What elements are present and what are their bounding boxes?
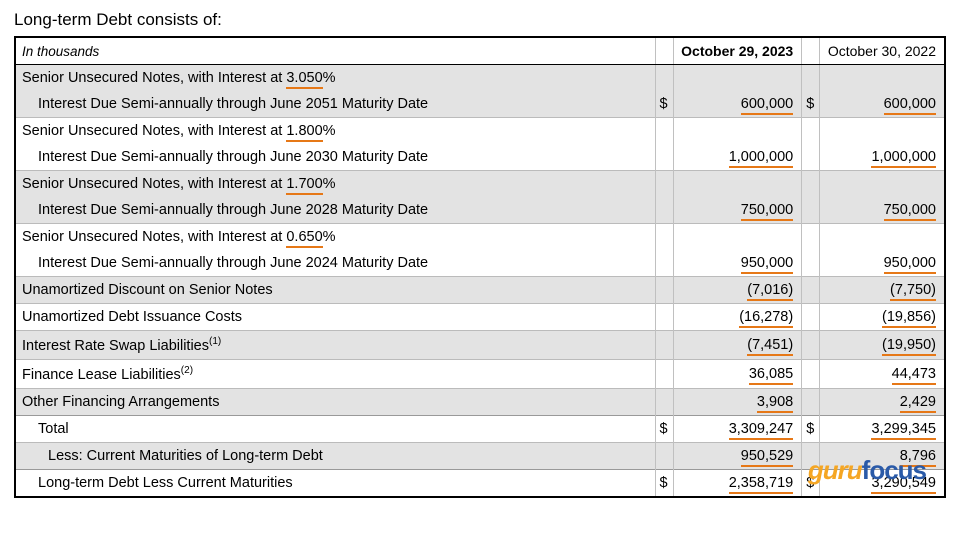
value-2022: (19,856)	[820, 304, 945, 331]
table-row: Unamortized Discount on Senior Notes (7,…	[15, 277, 945, 304]
value-2022: 2,429	[820, 388, 945, 415]
value-2023: (7,451)	[673, 331, 802, 360]
value-2023: 36,085	[673, 359, 802, 388]
row-desc: Senior Unsecured Notes, with Interest at…	[15, 118, 655, 145]
header-spacer-1	[655, 37, 673, 65]
value-2023: 1,000,000	[673, 144, 802, 171]
table-row: Other Financing Arrangements 3,908 2,429	[15, 388, 945, 415]
table-row-total: Total $ 3,309,247 $ 3,299,345	[15, 415, 945, 442]
table-row-net: Long-term Debt Less Current Maturities $…	[15, 469, 945, 497]
row-desc: Other Financing Arrangements	[15, 388, 655, 415]
table-row: Senior Unsecured Notes, with Interest at…	[15, 118, 945, 145]
unit-label: In thousands	[15, 37, 655, 65]
table-row: Interest Due Semi-annually through June …	[15, 197, 945, 224]
value-2022: 1,000,000	[820, 144, 945, 171]
table-row: Interest Rate Swap Liabilities(1) (7,451…	[15, 331, 945, 360]
row-desc: Less: Current Maturities of Long-term De…	[15, 442, 655, 469]
table-row: Interest Due Semi-annually through June …	[15, 144, 945, 171]
row-desc: Interest Due Semi-annually through June …	[15, 197, 655, 224]
value-2023: 600,000	[673, 91, 802, 118]
row-desc: Interest Rate Swap Liabilities(1)	[15, 331, 655, 360]
currency-symbol: $	[655, 469, 673, 497]
currency-symbol: $	[802, 415, 820, 442]
header-spacer-2	[802, 37, 820, 65]
row-desc: Interest Due Semi-annually through June …	[15, 144, 655, 171]
value-2022: 44,473	[820, 359, 945, 388]
table-row: Finance Lease Liabilities(2) 36,085 44,4…	[15, 359, 945, 388]
table-title: Long-term Debt consists of:	[14, 10, 946, 30]
col-header-2023: October 29, 2023	[673, 37, 802, 65]
value-2023: 3,908	[673, 388, 802, 415]
row-desc: Senior Unsecured Notes, with Interest at…	[15, 65, 655, 92]
col-header-2022: October 30, 2022	[820, 37, 945, 65]
row-desc: Senior Unsecured Notes, with Interest at…	[15, 171, 655, 198]
long-term-debt-table: In thousands October 29, 2023 October 30…	[14, 36, 946, 498]
row-desc: Long-term Debt Less Current Maturities	[15, 469, 655, 497]
row-desc: Interest Due Semi-annually through June …	[15, 91, 655, 118]
table-row: Interest Due Semi-annually through June …	[15, 250, 945, 277]
value-2023: 950,529	[673, 442, 802, 469]
table-row: Interest Due Semi-annually through June …	[15, 91, 945, 118]
currency-symbol: $	[802, 91, 820, 118]
value-2022: 3,299,345	[820, 415, 945, 442]
currency-symbol: $	[655, 415, 673, 442]
debt-table-container: Long-term Debt consists of: In thousands…	[14, 10, 946, 498]
row-desc: Finance Lease Liabilities(2)	[15, 359, 655, 388]
row-desc: Total	[15, 415, 655, 442]
value-2022: (7,750)	[820, 277, 945, 304]
currency-symbol: $	[802, 469, 820, 497]
value-2023: (7,016)	[673, 277, 802, 304]
value-2023: (16,278)	[673, 304, 802, 331]
value-2023: 3,309,247	[673, 415, 802, 442]
currency-symbol: $	[655, 91, 673, 118]
table-row: Less: Current Maturities of Long-term De…	[15, 442, 945, 469]
header-row: In thousands October 29, 2023 October 30…	[15, 37, 945, 65]
row-desc: Interest Due Semi-annually through June …	[15, 250, 655, 277]
table-row: Unamortized Debt Issuance Costs (16,278)…	[15, 304, 945, 331]
value-2022: (19,950)	[820, 331, 945, 360]
row-desc: Unamortized Discount on Senior Notes	[15, 277, 655, 304]
value-2023: 750,000	[673, 197, 802, 224]
row-desc: Unamortized Debt Issuance Costs	[15, 304, 655, 331]
value-2023: 950,000	[673, 250, 802, 277]
value-2023: 2,358,719	[673, 469, 802, 497]
value-2022: 950,000	[820, 250, 945, 277]
table-row: Senior Unsecured Notes, with Interest at…	[15, 224, 945, 251]
value-2022: 8,796	[820, 442, 945, 469]
table-row: Senior Unsecured Notes, with Interest at…	[15, 65, 945, 92]
value-2022: 3,290,549	[820, 469, 945, 497]
value-2022: 600,000	[820, 91, 945, 118]
value-2022: 750,000	[820, 197, 945, 224]
table-row: Senior Unsecured Notes, with Interest at…	[15, 171, 945, 198]
row-desc: Senior Unsecured Notes, with Interest at…	[15, 224, 655, 251]
